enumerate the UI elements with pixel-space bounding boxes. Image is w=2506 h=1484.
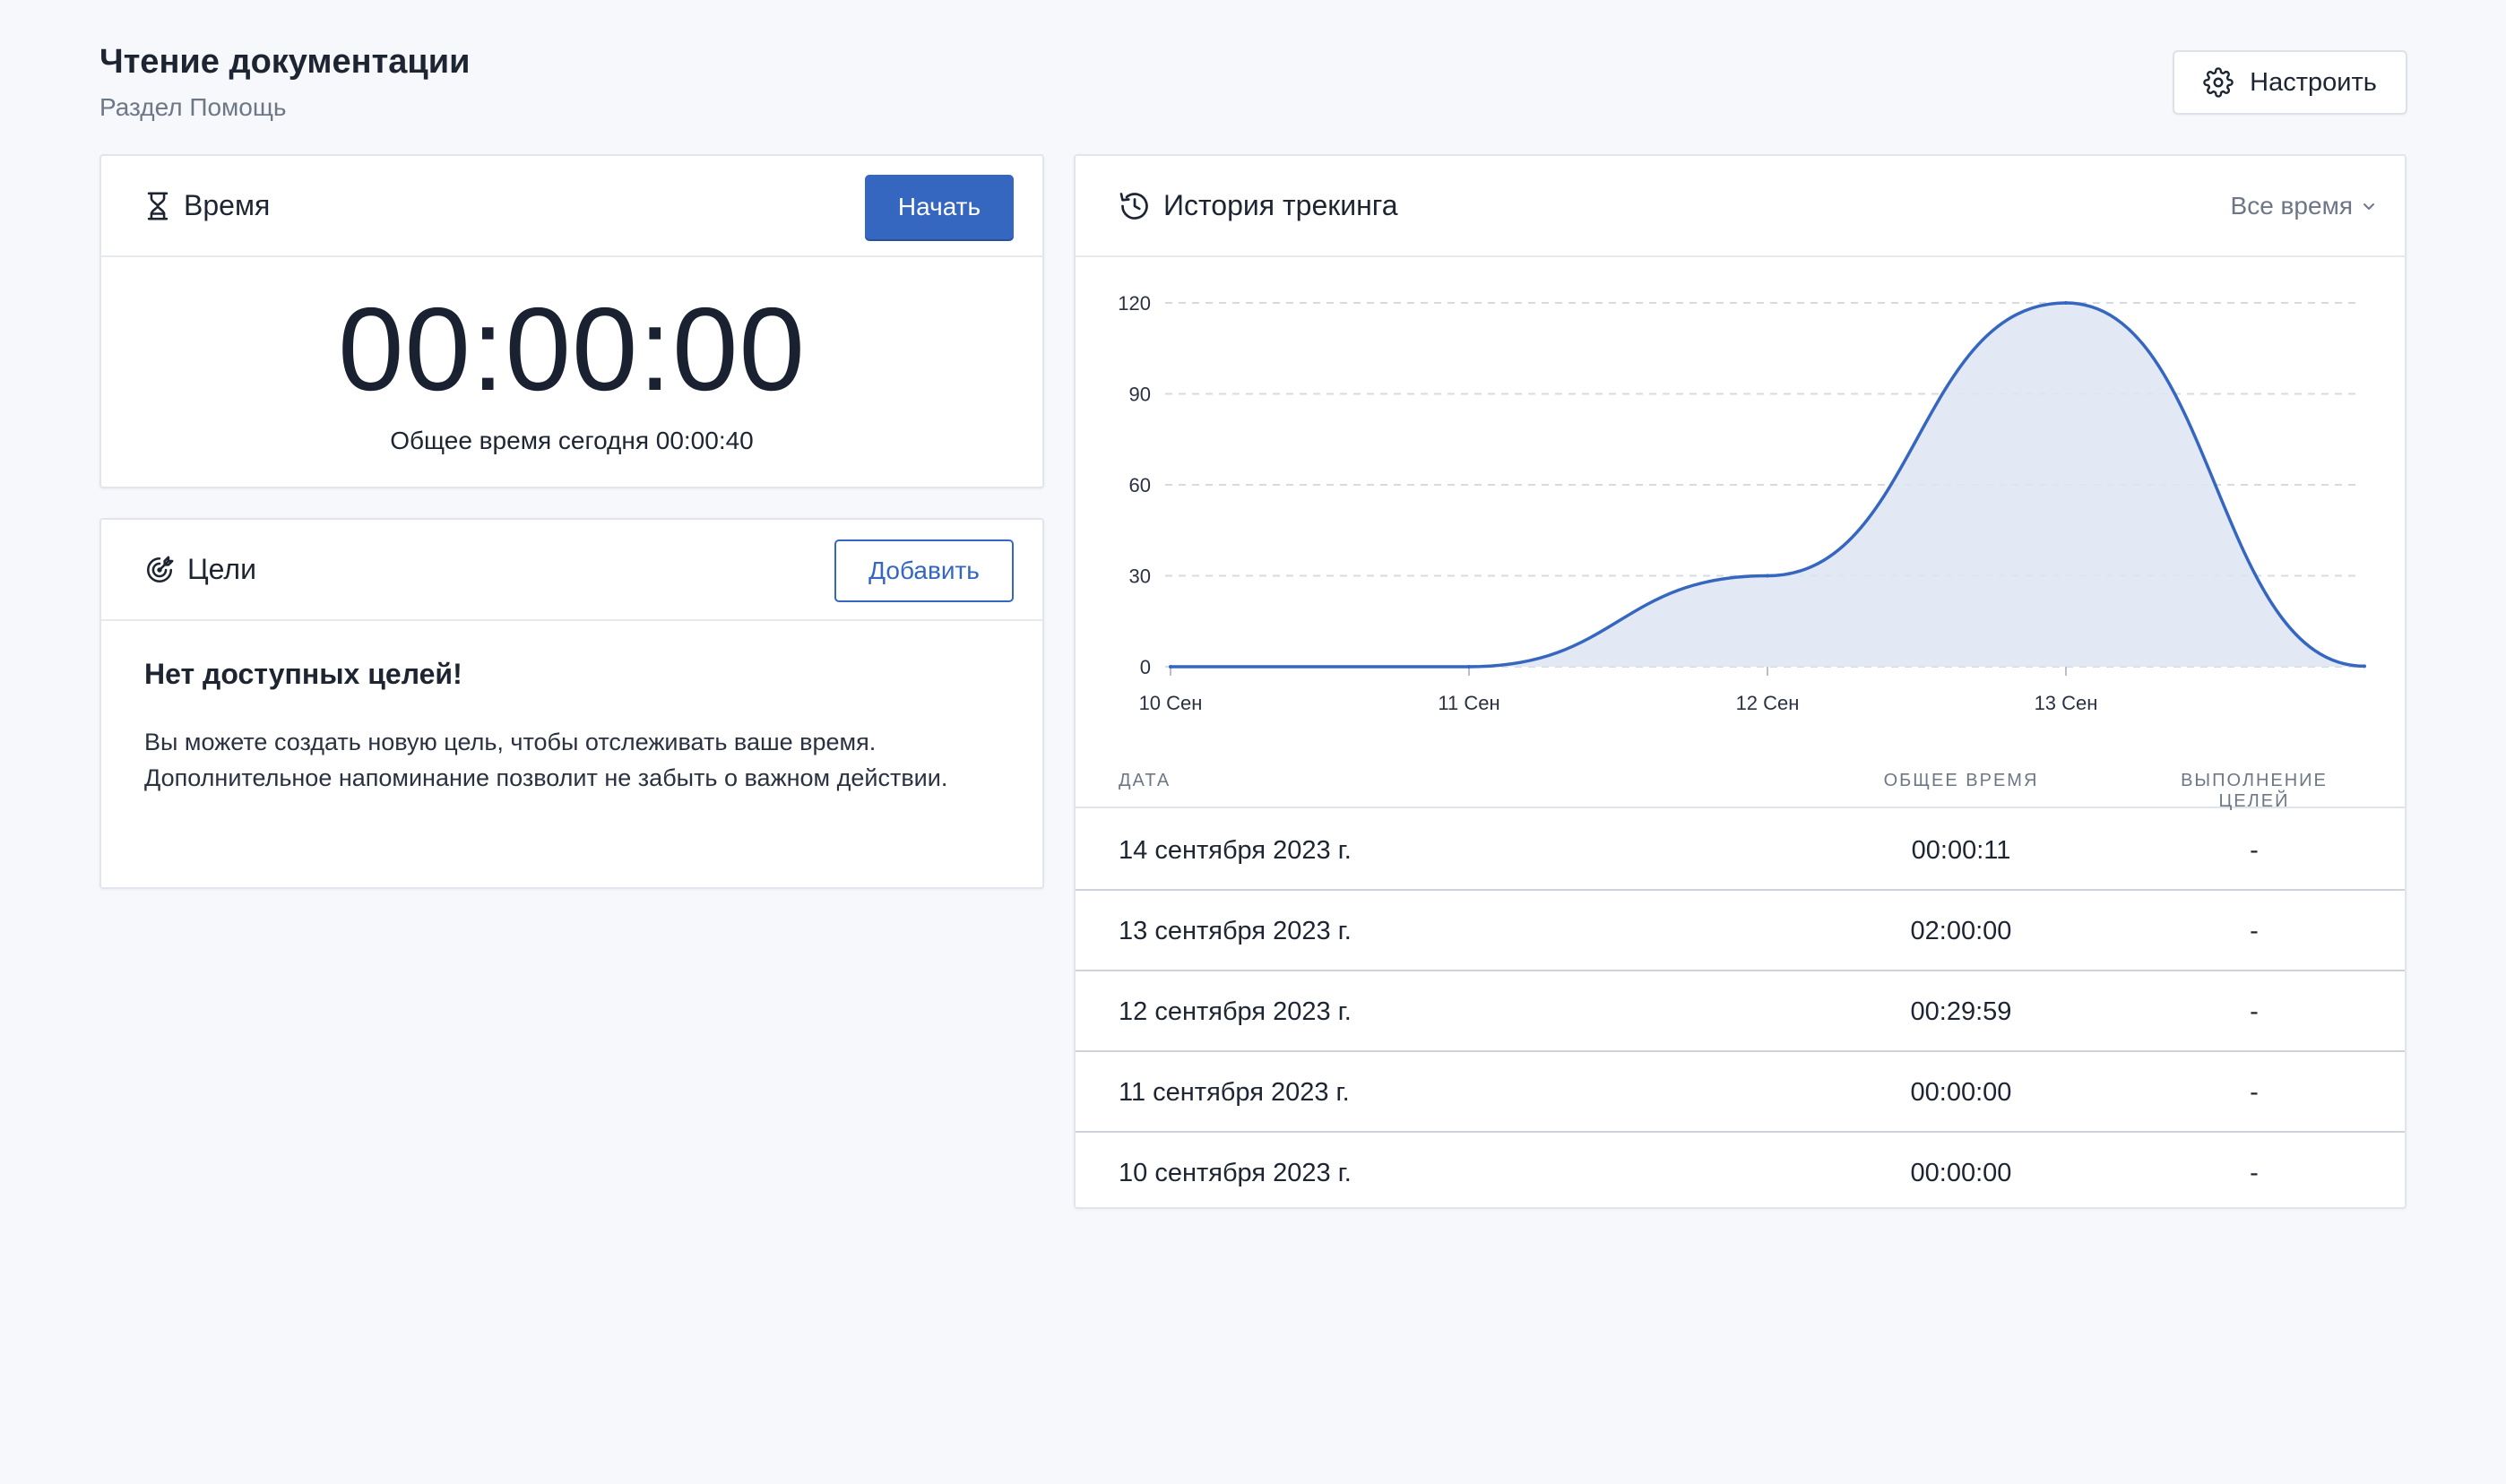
history-card-title: История трекинга [1163,189,1398,221]
time-card-header: Время Начать [101,156,1042,257]
table-row: 12 сентября 2023 г. 00:29:59 - [1076,971,2405,1052]
goals-card: Цели Добавить Нет доступных целей! Вы мо… [99,518,1044,889]
goals-card-title: Цели [187,553,256,585]
configure-button[interactable]: Настроить [2173,50,2407,115]
row-date: 12 сентября 2023 г. [1119,997,1352,1026]
row-date: 14 сентября 2023 г. [1119,836,1352,865]
time-card: Время Начать 00:00:00 Общее время сегодн… [99,154,1044,488]
total-today: Общее время сегодня 00:00:40 [390,427,754,454]
x-tick-label: 12 Сен [1736,692,1800,714]
row-total: 00:00:11 [1911,836,2011,865]
table-row: 11 сентября 2023 г. 00:00:00 - [1076,1052,2405,1133]
column-header-goals: Выполнение целей [2181,771,2328,811]
row-goals: - [2250,1159,2259,1187]
goals-empty-text: Вы можете создать новую цель, чтобы отсл… [144,729,948,791]
data-point [1467,665,1471,669]
hourglass-icon [144,191,171,221]
goals-card-header: Цели Добавить [101,520,1042,621]
y-tick-label: 90 [1129,384,1151,406]
configure-button-label: Настроить [2250,67,2377,97]
period-select[interactable]: Все время [2231,192,2376,220]
series-line [1170,301,2365,669]
y-tick-label: 120 [1118,292,1151,315]
start-button[interactable]: Начать [865,175,1014,239]
y-tick-label: 30 [1129,565,1151,588]
chevron-down-icon [2362,199,2376,213]
gear-icon [2203,67,2234,98]
row-goals: - [2250,1078,2259,1107]
data-point [2363,664,2366,669]
timer-display: 00:00:00 [338,283,806,415]
history-icon [1119,190,1151,222]
x-tick-label: 10 Сен [1139,692,1203,714]
table-row: 13 сентября 2023 г. 02:00:00 - [1076,891,2405,971]
area-fill [1171,303,2364,667]
table-row: 10 сентября 2023 г. 00:00:00 - [1076,1133,2405,1213]
row-goals: - [2250,917,2259,945]
y-tick-label: 60 [1129,474,1151,496]
page-subtitle: Раздел Помощь [99,93,287,121]
time-card-title: Время [184,189,271,221]
row-goals: - [2250,997,2259,1026]
tracking-chart-svg: 0 30 60 90 120 10 Сен 11 Сен 12 Сен 13 Сен [1118,292,2366,714]
row-date: 10 сентября 2023 г. [1119,1159,1352,1187]
history-card: История трекинга Все время 0 30 60 90 120 10 … [1074,154,2407,1209]
row-date: 13 сентября 2023 г. [1119,917,1352,945]
row-date: 11 сентября 2023 г. [1119,1078,1350,1107]
target-icon [144,555,175,585]
row-goals: - [2250,836,2259,865]
add-goal-button[interactable]: Добавить [834,539,1014,602]
row-total: 00:00:00 [1910,1159,2012,1187]
y-tick-label: 0 [1140,656,1151,678]
data-point [1766,574,1769,578]
row-total: 00:29:59 [1910,997,2012,1026]
row-total: 02:00:00 [1910,917,2012,945]
page-title: Чтение документации [99,43,471,81]
history-card-header: История трекинга Все время [1076,156,2405,257]
row-total: 00:00:00 [1910,1078,2012,1107]
history-table-header: Дата Общее время Выполнение целей [1076,747,2405,811]
data-point [1169,665,1172,669]
goals-empty-title: Нет доступных целей! [144,658,462,690]
x-tick-label: 11 Сен [1438,692,1499,714]
column-header-total: Общее время [1883,771,2039,790]
period-select-value: Все время [2230,192,2353,220]
x-tick-label: 13 Сен [2035,692,2098,714]
table-row: 14 сентября 2023 г. 00:00:11 - [1076,810,2405,891]
tracking-chart: 0 30 60 90 120 10 Сен 11 Сен 12 Сен 13 Сен [1076,259,2405,725]
column-header-date: Дата [1119,771,1171,790]
data-point [2064,301,2068,305]
